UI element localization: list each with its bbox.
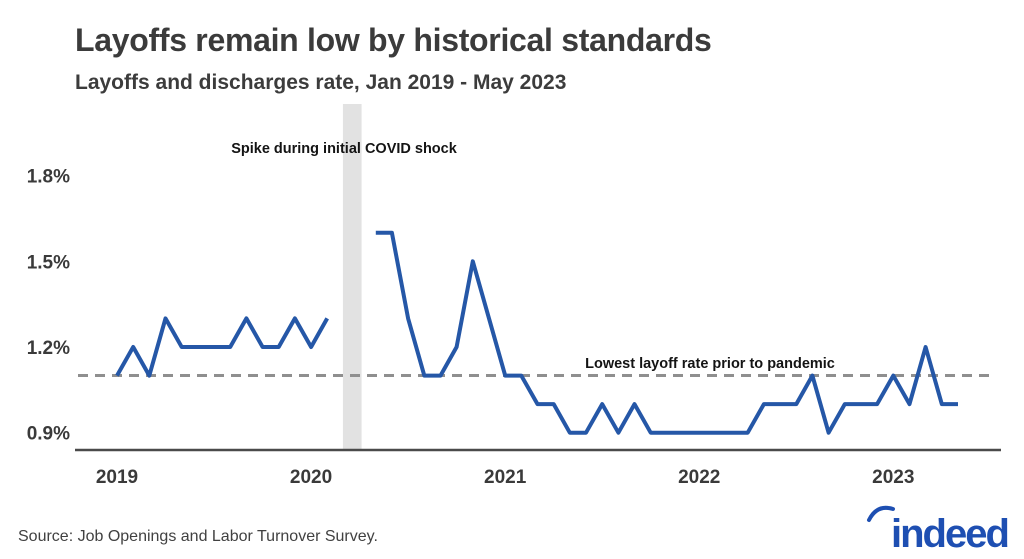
y-tick-label: 1.2%: [27, 338, 70, 359]
source-note: Source: Job Openings and Labor Turnover …: [18, 528, 378, 545]
indeed-swoosh-icon: [867, 505, 895, 522]
indeed-logo-text: indeed: [891, 512, 1008, 555]
annotation-covid-shock: Spike during initial COVID shock: [231, 141, 458, 157]
rate-line: [115, 316, 329, 378]
indeed-logo: indeed: [864, 499, 1020, 556]
x-tick-label: 2019: [96, 467, 138, 488]
x-tick-label: 2020: [290, 467, 332, 488]
rate-line: [375, 230, 958, 435]
y-tick-label: 1.5%: [27, 252, 70, 273]
x-tick-label: 2023: [872, 467, 914, 488]
chart-subtitle: Layoffs and discharges rate, Jan 2019 - …: [75, 71, 567, 94]
annotation-lowest-rate: Lowest layoff rate prior to pandemic: [585, 356, 835, 372]
x-tick-label: 2021: [484, 467, 527, 488]
page-title: Layoffs remain low by historical standar…: [75, 22, 712, 58]
y-tick-label: 0.9%: [27, 424, 70, 445]
covid-shock-band: [342, 104, 362, 450]
y-tick-label: 1.8%: [27, 167, 70, 188]
x-tick-label: 2022: [678, 467, 720, 488]
